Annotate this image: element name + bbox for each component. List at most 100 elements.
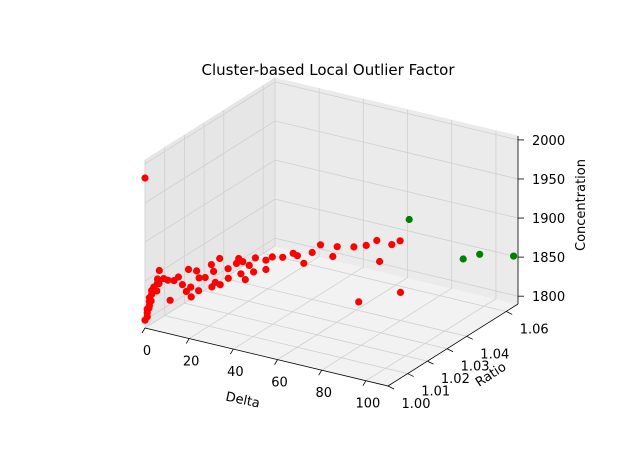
axes-panes [143,77,520,387]
inlier-point [333,243,341,251]
inlier-point [164,276,172,284]
inlier-point [187,293,195,301]
inlier-point [155,266,163,275]
z-tick-label: 1850 [532,251,565,266]
inlier-point [316,241,325,249]
inlier-point [145,304,153,312]
y-tick-label: 1.06 [520,322,549,337]
inlier-point [207,261,215,269]
outlier-point [509,252,518,260]
x-tick-mark [318,369,323,376]
inlier-point [262,265,270,274]
inlier-point [195,274,203,282]
x-gridline [188,256,320,339]
x-gridline [365,298,497,382]
inlier-point [166,296,174,304]
x-tick-label: 80 [315,386,332,401]
inlier-point [153,275,162,283]
y-tick-mark [506,311,513,315]
z-gridline [144,237,276,321]
inlier-point [251,254,259,262]
inlier-point [308,248,316,257]
inlier-point [388,241,396,249]
inlier-point [396,237,404,245]
inlier-point [376,257,384,266]
data-points [141,174,518,324]
y-tick-mark [407,373,414,377]
inlier-point [182,287,190,296]
z-tick-label: 2000 [532,134,565,149]
inlier-point [193,267,201,275]
x-axis-line [144,327,389,387]
z-gridline [274,120,519,180]
inlier-point [239,258,247,266]
z-gridline [144,159,276,243]
inlier-point [293,252,301,260]
inlier-point [184,265,193,273]
x-tick-mark [141,327,146,334]
z-gridline [144,198,276,282]
y-axis-line [387,303,519,387]
y-tick-label: 1.04 [480,347,509,362]
inlier-point [201,273,209,282]
inlier-point [268,253,276,261]
inlier-point [141,174,149,182]
gridlines [144,78,519,387]
x-tick-label: 60 [271,376,288,391]
y-gridline [184,302,428,362]
inlier-point [300,259,308,267]
y-tick-mark [427,360,434,365]
inlier-point [362,241,370,249]
outlier-point [459,255,467,263]
z-gridline [144,81,276,165]
x-tick-mark [362,380,367,386]
z-tick-label: 1800 [532,290,565,305]
outlier-point [405,215,413,224]
y-tick-mark [446,348,454,353]
y-tick-label: 1.00 [402,397,431,412]
inlier-point [329,252,337,261]
inlier-point [396,288,405,296]
y-gridline [164,315,408,374]
inlier-point [178,281,186,289]
y-tick-mark [466,335,473,340]
z-gridline [274,159,519,219]
x-tick-mark [230,348,234,355]
x-gridline [321,287,452,371]
inlier-point [237,270,245,278]
x-gridline [277,277,408,360]
y-gridline [223,277,467,337]
z-tick-label: 1950 [532,173,565,188]
inlier-point [355,298,363,306]
inlier-point [224,274,232,282]
x-tick-mark [274,359,278,365]
y-tick-label: 1.03 [461,360,490,375]
z-gridline [274,198,519,258]
x-tick-label: 0 [143,344,151,359]
outlier-point [476,250,484,258]
x-axis-label: Delta [224,390,261,412]
axis-lines [141,136,524,390]
inlier-point [211,278,219,286]
inlier-point [241,276,249,284]
y-tick-label: 1.02 [441,372,470,387]
x-tick-label: 40 [227,365,244,380]
inlier-point [210,267,218,275]
tick-labels: 0 20 40 60 80 100 1.001.011.021.031.04 1.06 1800… [143,134,565,412]
inlier-point [174,273,182,281]
z-gridline [274,81,519,141]
inlier-point [147,297,155,305]
inlier-point [250,268,258,276]
inlier-point [187,283,195,291]
z-tick-label: 1900 [532,212,565,227]
inlier-point [279,253,287,261]
x-tick-mark [185,338,190,344]
y-tick-label: 1.01 [421,385,450,400]
inlier-point [373,236,381,245]
z-gridline [144,120,276,204]
inlier-point [216,254,224,263]
x-gridline [233,266,364,350]
inlier-point [224,265,232,273]
inlier-point [262,256,270,264]
